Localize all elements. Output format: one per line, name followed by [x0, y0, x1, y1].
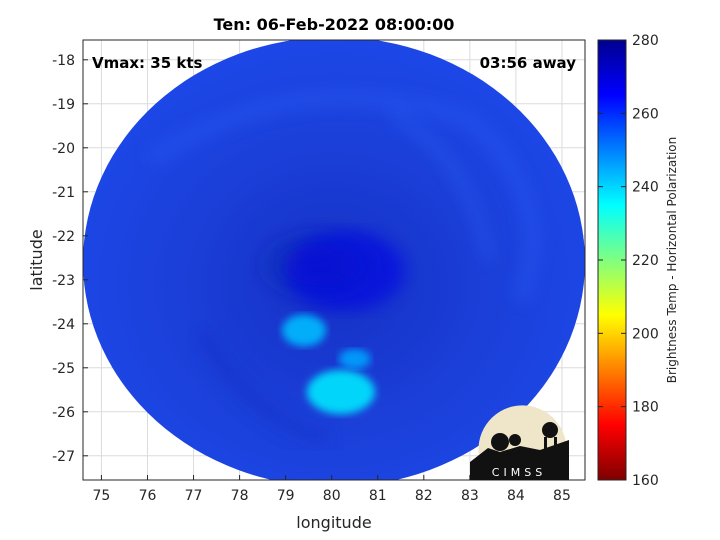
- x-tick-label: 78: [231, 488, 249, 504]
- chart-title: Ten: 06-Feb-2022 08:00:00: [214, 15, 455, 34]
- logo-dish-icon: [491, 433, 509, 451]
- x-tick-label: 76: [139, 488, 157, 504]
- colorbar-tick-label: 220: [632, 253, 659, 269]
- y-tick-label: -21: [52, 185, 75, 201]
- y-tick-label: -20: [52, 141, 75, 157]
- x-tick-label: 80: [323, 488, 341, 504]
- colorbar-ticks: 280 260 240 220 200 180 160: [598, 33, 659, 489]
- colorbar-tick-label: 200: [632, 326, 659, 342]
- x-tick-label: 85: [553, 488, 571, 504]
- x-tick-label: 79: [277, 488, 295, 504]
- x-tick-label: 75: [93, 488, 111, 504]
- plot-area: 75 76 77 78 79 80 81 82 83 84 85 -18 -19 -20 -21 -22 -2…: [52, 39, 586, 504]
- y-tick-label: -25: [52, 361, 75, 377]
- rain-band: [387, 105, 495, 261]
- colorbar-tick-label: 280: [632, 33, 659, 49]
- y-tick-label: -26: [52, 405, 75, 421]
- logo-text: CIMSS: [492, 466, 546, 479]
- y-tick-label: -24: [52, 317, 75, 333]
- colorbar-tick-label: 260: [632, 106, 659, 122]
- rain-band: [193, 326, 333, 448]
- brightness-feature: [282, 314, 327, 347]
- brightness-feature: [338, 349, 371, 369]
- brightness-feature: [285, 231, 406, 311]
- logo-band: [470, 462, 569, 480]
- brightness-feature: [306, 370, 375, 414]
- logo-tower-icon: [544, 437, 547, 451]
- logo-tower-tank-icon: [542, 422, 558, 438]
- y-tick-label: -19: [52, 97, 75, 113]
- y-tick-label: -22: [52, 229, 75, 245]
- y-tick-label: -23: [52, 273, 75, 289]
- y-tick-label: -27: [52, 449, 75, 465]
- x-tick-label: 83: [461, 488, 479, 504]
- x-tick-label: 84: [507, 488, 525, 504]
- swath-layer: [83, 40, 585, 480]
- cimss-logo: CIMSS: [470, 405, 569, 480]
- x-tick-label: 82: [415, 488, 433, 504]
- colorbar-tick-label: 160: [632, 473, 659, 489]
- plot-frame: [82, 39, 586, 481]
- convective-features: [282, 231, 406, 414]
- y-tick-label: -18: [52, 53, 75, 69]
- logo-tower-icon: [554, 437, 557, 451]
- x-tick-label: 81: [369, 488, 387, 504]
- colorbar-label: Brightness Temp - Horizontal Polarizatio…: [665, 137, 679, 384]
- logo-dish-icon: [509, 434, 521, 446]
- x-axis-label: longitude: [296, 513, 371, 532]
- colorbar-tick-label: 180: [632, 400, 659, 416]
- y-axis-label: latitude: [27, 229, 46, 290]
- colorbar-tick-label: 240: [632, 180, 659, 196]
- time-away-annotation: 03:56 away: [480, 54, 577, 72]
- rain-band: [146, 90, 540, 303]
- logo-ground: [470, 440, 569, 462]
- y-axis: -18 -19 -20 -21 -22 -23 -24 -25 -26 -27: [52, 53, 88, 465]
- x-tick-label: 77: [185, 488, 203, 504]
- vmax-annotation: Vmax: 35 kts: [92, 54, 202, 72]
- colorbar: 280 260 240 220 200 180 160 Brightness Temp - …: [597, 33, 679, 489]
- x-axis: 75 76 77 78 79 80 81 82 83 84 85: [93, 475, 571, 504]
